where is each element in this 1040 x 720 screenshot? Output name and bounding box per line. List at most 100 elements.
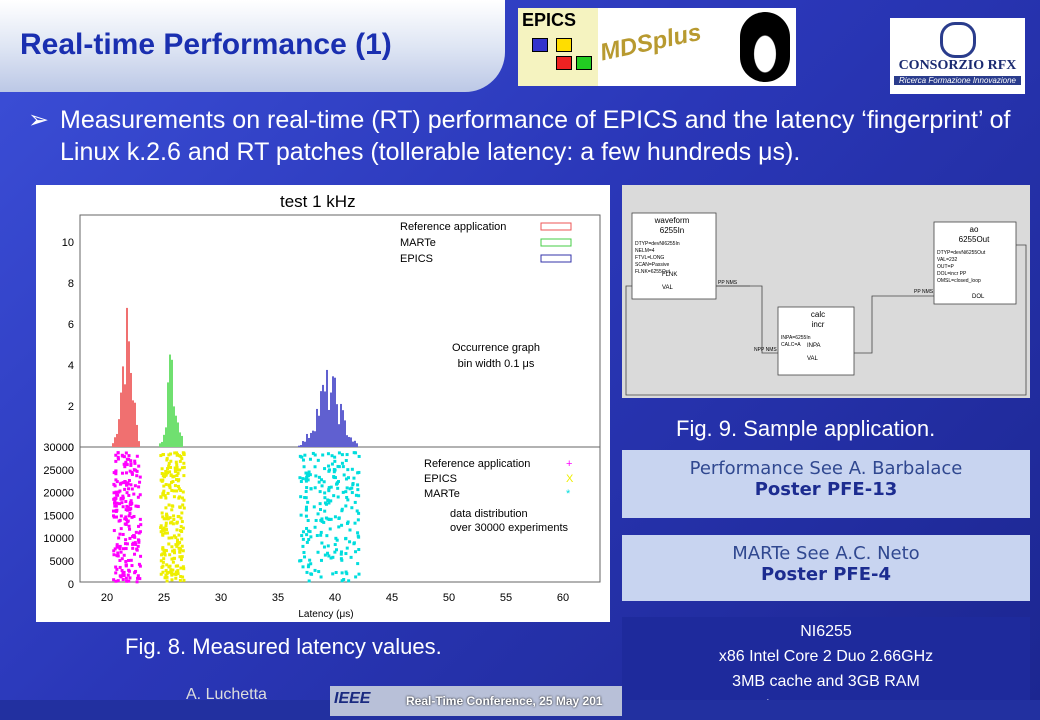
- scatter-dot: [164, 483, 168, 487]
- scatter-dot: [175, 451, 179, 455]
- scatter-dot: [349, 555, 353, 559]
- scatter-dot: [337, 451, 341, 455]
- scatter-dot: [337, 525, 341, 529]
- histogram-bar: [354, 440, 356, 447]
- scatter-dot: [323, 467, 327, 471]
- record-title: calc: [811, 310, 825, 319]
- scatter-dot: [357, 454, 361, 458]
- scatter-dot: [316, 550, 320, 554]
- rfx-tagline: Ricerca Formazione Innovazione: [894, 76, 1021, 85]
- scatter-dot: [340, 579, 344, 583]
- icon: [556, 38, 572, 52]
- scatter-dot: [174, 543, 178, 547]
- scatter-dot: [304, 505, 308, 509]
- scatter-dot: [176, 572, 180, 576]
- scatter-dot: [134, 530, 138, 534]
- icon: [532, 38, 548, 52]
- scatter-dot: [344, 570, 348, 574]
- y-tick-label: 0: [68, 579, 74, 591]
- x-tick-label: 50: [443, 592, 455, 604]
- scatter-dot: [114, 571, 118, 575]
- scatter-dot: [354, 550, 358, 554]
- histogram-bar: [310, 432, 312, 447]
- scatter-dot: [115, 480, 119, 484]
- x-tick-label: 45: [386, 592, 398, 604]
- scatter-dot: [130, 487, 134, 491]
- scatter-dot: [170, 571, 174, 575]
- scatter-dot: [323, 509, 327, 513]
- y-tick-label: 10: [62, 237, 74, 249]
- scatter-dot: [303, 555, 307, 559]
- scatter-dot: [129, 462, 133, 466]
- scatter-dot: [182, 567, 186, 571]
- histogram-bar: [118, 419, 120, 447]
- scatter-dot: [345, 486, 349, 490]
- scatter-dot: [322, 520, 326, 524]
- scatter-dot: [132, 514, 136, 518]
- histogram-bar: [324, 391, 326, 447]
- icon: [576, 56, 592, 70]
- scatter-dot: [127, 487, 131, 491]
- scatter-dot: [180, 537, 184, 541]
- scatter-dot: [332, 470, 336, 474]
- scatter-dot: [122, 547, 126, 551]
- scatter-dot: [126, 482, 130, 486]
- scatter-dot: [119, 514, 123, 518]
- scatter-dot: [164, 569, 168, 573]
- scatter-dot: [180, 511, 184, 515]
- scatter-dot: [165, 528, 169, 532]
- scatter-dot: [171, 475, 175, 479]
- scatter-dot: [170, 488, 174, 492]
- scatter-dot: [344, 490, 348, 494]
- scatter-dot: [340, 453, 344, 457]
- scatter-dot: [159, 559, 163, 563]
- scatter-dot: [160, 511, 164, 515]
- rfx-logo: CONSORZIO RFX Ricerca Formazione Innovaz…: [890, 18, 1025, 94]
- scatter-dot: [125, 579, 129, 583]
- scatter-dot: [318, 502, 322, 506]
- record-title: ao: [970, 225, 979, 234]
- scatter-dot: [330, 454, 334, 458]
- scatter-dot: [165, 531, 169, 535]
- scatter-dot: [121, 578, 125, 582]
- scatter-dot: [331, 572, 335, 576]
- scatter-dot: [127, 569, 131, 573]
- scatter-dot: [131, 542, 135, 546]
- scatter-dot: [327, 501, 331, 505]
- scatter-dot: [313, 453, 317, 457]
- scatter-dot: [313, 465, 317, 469]
- scatter-dot: [340, 558, 344, 562]
- scatter-dot: [177, 487, 181, 491]
- scatter-dot: [170, 557, 174, 561]
- scatter-dot: [356, 562, 360, 566]
- record-port: VAL: [662, 285, 674, 291]
- scatter-dot: [303, 453, 307, 457]
- scatter-dot: [160, 467, 164, 471]
- histogram-bar: [124, 384, 126, 447]
- scatter-dot: [329, 499, 333, 503]
- scatter-dot: [137, 540, 141, 544]
- scatter-dot: [306, 500, 310, 504]
- scatter-dot: [118, 558, 122, 562]
- scatter-dot: [334, 548, 338, 552]
- scatter-dot: [309, 535, 313, 539]
- scatter-dot: [161, 560, 165, 564]
- scatter-dot: [333, 476, 337, 480]
- scatter-dot: [124, 522, 128, 526]
- scatter-dot: [177, 541, 181, 545]
- scatter-dot: [313, 568, 317, 572]
- scatter-dot: [175, 468, 179, 472]
- histogram-bar: [318, 415, 320, 447]
- scatter-dot: [314, 518, 318, 522]
- scatter-dot: [317, 570, 321, 574]
- scatter-dot: [322, 545, 326, 549]
- scatter-dot: [129, 507, 133, 511]
- scatter-dot: [163, 531, 167, 535]
- y-tick-label: 4: [68, 360, 74, 372]
- scatter-dot: [139, 554, 143, 558]
- legend-symbol: X: [566, 473, 574, 485]
- scatter-dot: [348, 528, 352, 532]
- scatter-dot: [163, 551, 167, 555]
- scatter-dot: [176, 479, 180, 483]
- scatter-dot: [182, 578, 186, 582]
